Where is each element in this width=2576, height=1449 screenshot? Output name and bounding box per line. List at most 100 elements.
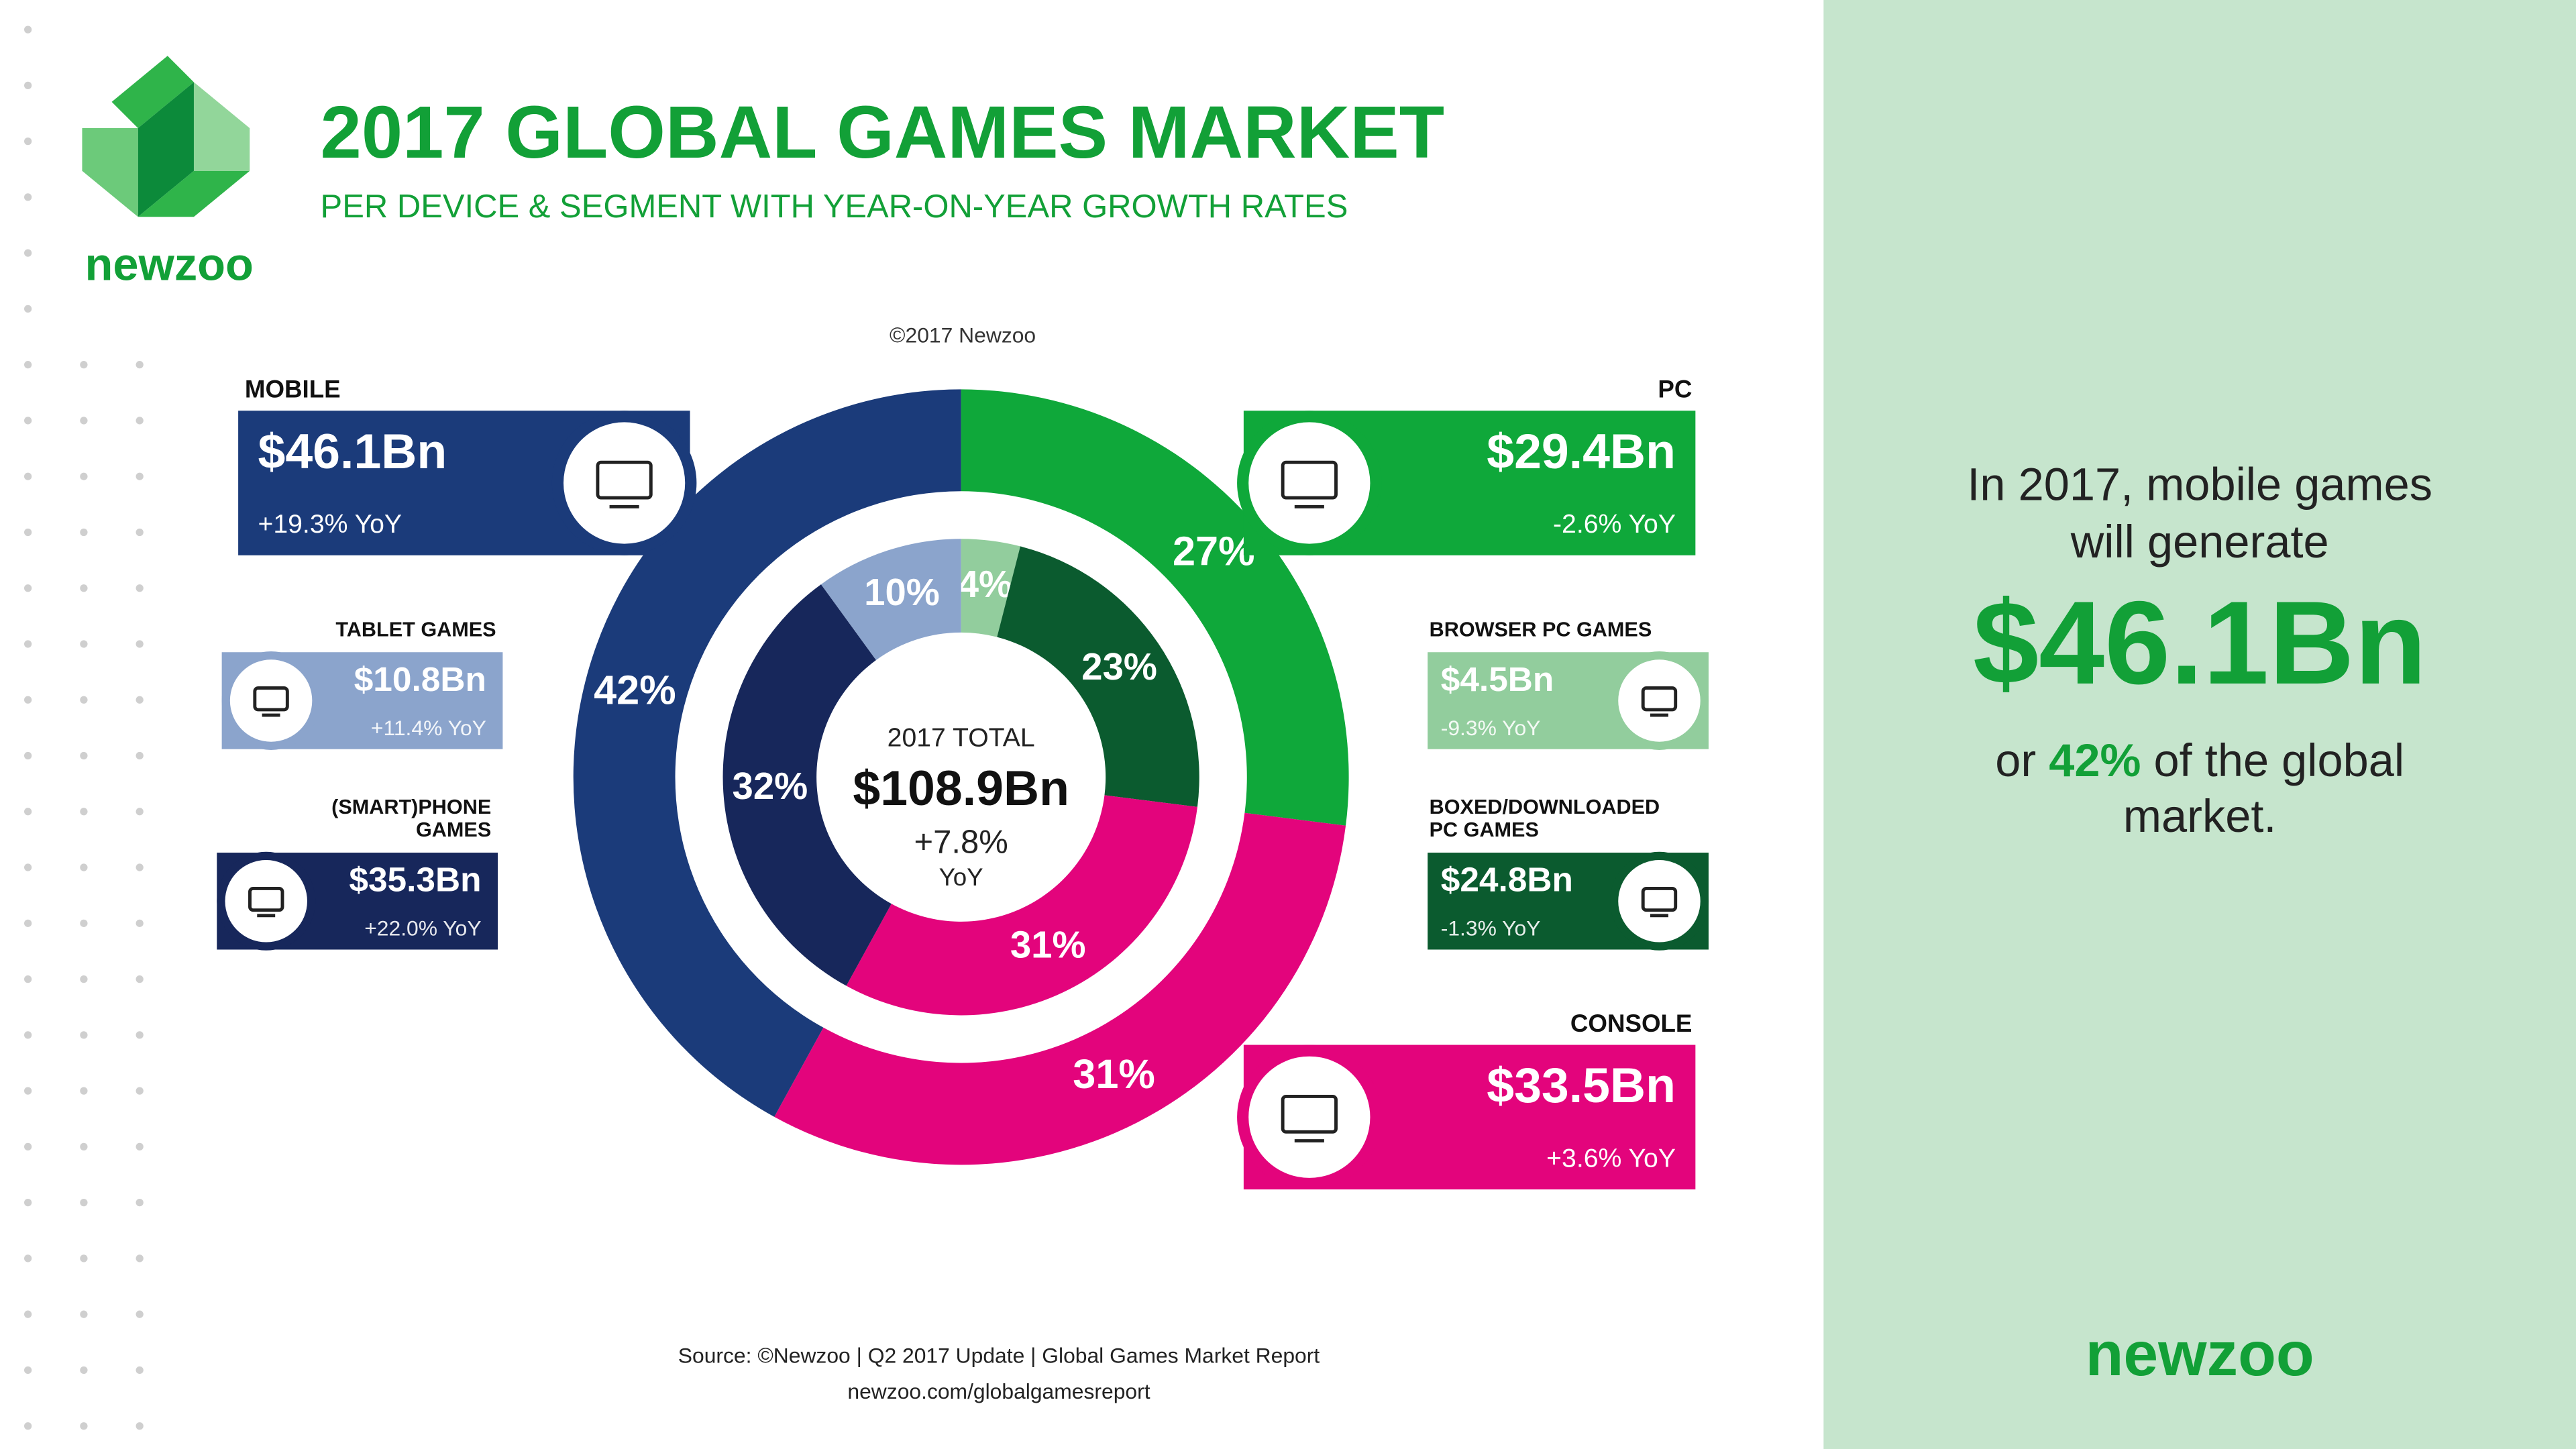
dot [24, 975, 32, 983]
dot [80, 808, 88, 816]
callout-growth: -1.3% YoY [1441, 916, 1541, 941]
center-label: 2017 TOTAL [888, 723, 1035, 752]
dot [24, 1254, 32, 1263]
dot [80, 1422, 88, 1430]
dot [80, 1199, 88, 1207]
callout-name-line: (SMART)PHONE [331, 796, 491, 818]
dot [136, 640, 144, 648]
icon [1641, 686, 1678, 712]
panel-text: will generate [2070, 516, 2329, 568]
panel-text: of the global [2154, 735, 2405, 786]
segment-label: 31% [1073, 1051, 1155, 1097]
dot [80, 1087, 88, 1095]
callout-name: TABLET GAMES [335, 619, 496, 641]
dot [136, 417, 144, 425]
callout-growth: -9.3% YoY [1441, 716, 1541, 740]
dot [24, 25, 32, 34]
dot [136, 751, 144, 760]
callout-amount: $29.4Bn [1487, 423, 1676, 479]
dot-pattern [24, 25, 144, 1430]
callout-name: PC [1658, 376, 1692, 403]
callout-growth: +19.3% YoY [258, 510, 402, 539]
panel-text: In 2017, mobile games [1967, 458, 2432, 510]
panel-text: market. [2123, 790, 2277, 842]
dot [24, 1310, 32, 1318]
dot [24, 137, 32, 146]
dot [136, 1422, 144, 1430]
dot [80, 528, 88, 537]
dot [136, 361, 144, 369]
dot [80, 696, 88, 704]
dot [24, 249, 32, 257]
donut-segment [573, 389, 961, 1117]
side-panel [1823, 0, 2576, 1449]
panel-logo: newzoo [2086, 1319, 2314, 1389]
dot [80, 640, 88, 648]
dot [24, 1142, 32, 1151]
dot [80, 975, 88, 983]
dot [80, 1310, 88, 1318]
callout-amount: $24.8Bn [1441, 860, 1573, 899]
dot [24, 361, 32, 369]
donut-segment [846, 795, 1197, 1016]
footer-source: Source: ©Newzoo | Q2 2017 Update | Globa… [678, 1343, 1320, 1367]
dot [136, 1087, 144, 1095]
panel-text: or 42% of the global [1995, 735, 2404, 786]
center-unit: YoY [939, 863, 983, 891]
segment-label: 31% [1010, 923, 1086, 965]
logo-mark [82, 56, 250, 217]
icon [253, 686, 289, 712]
callout-name: BOXED/DOWNLOADED PC GAMES [1430, 796, 1660, 841]
callout-name-line: TABLET GAMES [335, 619, 496, 641]
callout-amount: $10.8Bn [354, 659, 486, 698]
dot [80, 1254, 88, 1263]
dot [80, 472, 88, 480]
panel-highlight: 42% [2049, 735, 2141, 786]
segment-label: 10% [864, 571, 940, 613]
icon-circle [1618, 860, 1701, 943]
dot [136, 1031, 144, 1039]
center-growth: +7.8% [914, 824, 1008, 861]
dot [24, 1199, 32, 1207]
donut-segment [820, 539, 961, 661]
dot [80, 361, 88, 369]
dot [136, 919, 144, 927]
dot [136, 696, 144, 704]
dot [24, 193, 32, 201]
dot [136, 863, 144, 871]
callout-name: MOBILE [245, 376, 341, 403]
donut-segment [722, 584, 892, 986]
segment-label: 27% [1173, 529, 1255, 574]
dot [136, 472, 144, 480]
dot [136, 528, 144, 537]
callout-name-line: BOXED/DOWNLOADED [1430, 796, 1660, 818]
donut: 27% 31% 42% 4% 23% 31% 32% 10% [573, 389, 1349, 1165]
footer-url: newzoo.com/globalgamesreport [847, 1379, 1150, 1403]
icon-circle [564, 422, 686, 544]
dot [136, 1366, 144, 1375]
callout-name-line: PC GAMES [1430, 818, 1539, 841]
dot [24, 640, 32, 648]
dot [24, 584, 32, 592]
dot [24, 81, 32, 89]
dot [80, 1142, 88, 1151]
dot [24, 472, 32, 480]
panel-text: or [1995, 735, 2036, 786]
dot [136, 1310, 144, 1318]
icon [1281, 1095, 1338, 1134]
callout-amount: $35.3Bn [349, 860, 481, 899]
segment-label: 23% [1081, 645, 1157, 688]
dot [24, 417, 32, 425]
dot [136, 1199, 144, 1207]
panel-amount: $46.1Bn [1973, 577, 2426, 709]
donut-segment [961, 389, 1349, 826]
dot [24, 1422, 32, 1430]
icon-circle [225, 860, 307, 943]
callout-amount: $4.5Bn [1441, 659, 1554, 698]
dot [136, 975, 144, 983]
callout-name: BROWSER PC GAMES [1430, 619, 1652, 641]
callouts: PC $29.4Bn -2.6% YoY CONSOLE $33.5Bn +3.6% Yo… [217, 376, 1709, 1190]
dot [24, 305, 32, 313]
segment-label: 42% [594, 667, 676, 713]
